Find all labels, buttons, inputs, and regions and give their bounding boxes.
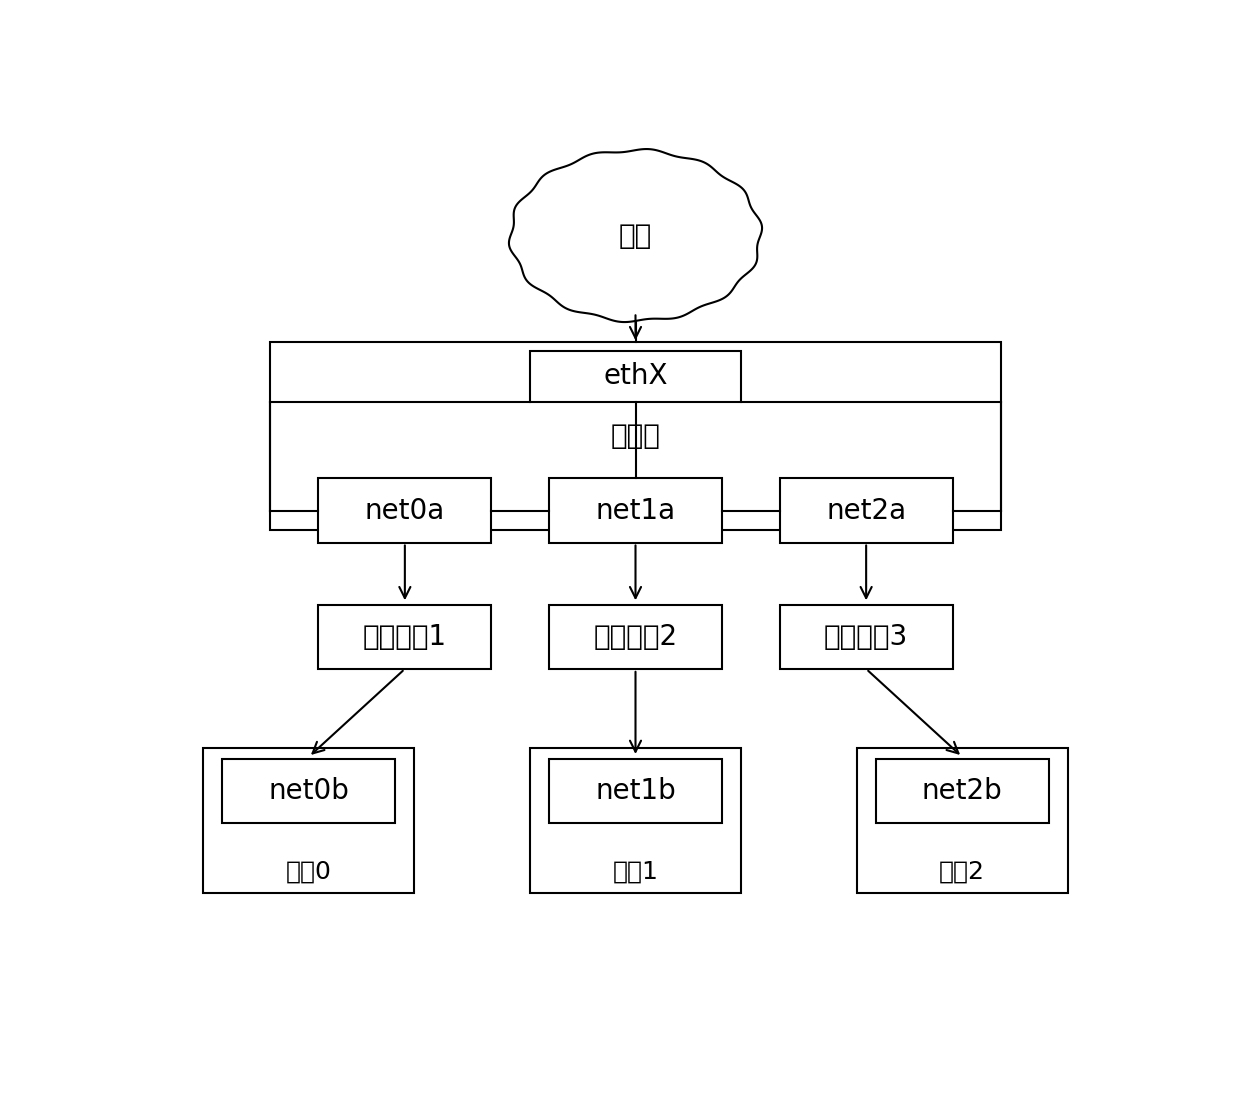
Bar	[203, 747, 414, 893]
Text: net0a: net0a	[365, 497, 445, 525]
Bar	[549, 478, 722, 542]
Bar	[549, 604, 722, 669]
Text: 容器1: 容器1	[613, 859, 658, 884]
Bar	[529, 747, 742, 893]
Bar	[857, 747, 1068, 893]
Text: 物理机: 物理机	[610, 423, 661, 450]
Text: 限速队共3: 限速队共3	[825, 623, 908, 651]
Text: 容器2: 容器2	[939, 859, 986, 884]
Text: net2a: net2a	[826, 497, 906, 525]
Text: net0b: net0b	[268, 776, 350, 805]
Text: 限速队共1: 限速队共1	[363, 623, 446, 651]
Text: 外网: 外网	[619, 222, 652, 250]
Bar	[780, 604, 952, 669]
Text: ethX: ethX	[603, 363, 668, 390]
Text: 容器0: 容器0	[286, 859, 331, 884]
Bar	[319, 478, 491, 542]
Text: 限速队共2: 限速队共2	[594, 623, 677, 651]
Text: net1a: net1a	[595, 497, 676, 525]
Text: net2b: net2b	[921, 776, 1003, 805]
Text: net1b: net1b	[595, 776, 676, 805]
Bar	[780, 478, 952, 542]
Bar	[549, 759, 722, 823]
PathPatch shape	[508, 149, 763, 322]
Bar	[875, 759, 1049, 823]
Bar	[270, 343, 1001, 530]
Bar	[222, 759, 396, 823]
Bar	[319, 604, 491, 669]
Bar	[529, 350, 742, 403]
